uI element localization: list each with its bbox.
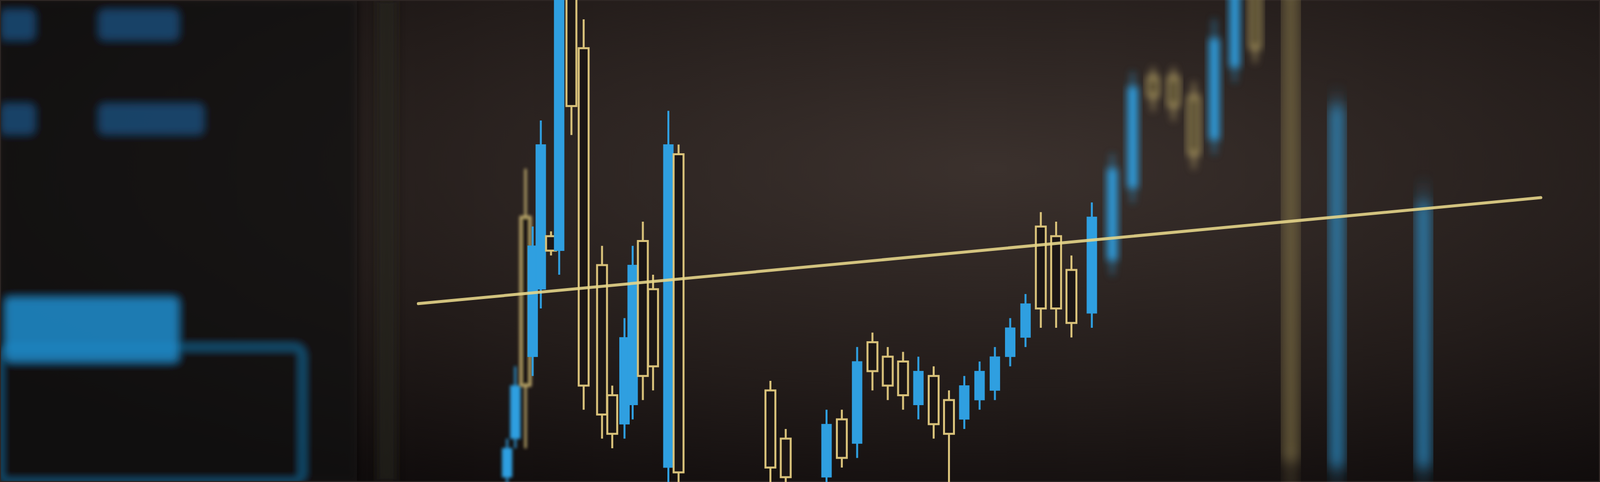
candle-body <box>1285 0 1296 458</box>
candle-body <box>1168 77 1179 107</box>
candle-body <box>673 154 684 473</box>
candle-body <box>1035 226 1046 309</box>
candle-body <box>638 240 649 376</box>
candle-body <box>535 144 546 290</box>
chart <box>0 0 1600 482</box>
candle-body <box>867 342 878 371</box>
candle <box>765 380 776 482</box>
candle <box>1051 221 1062 328</box>
candle-body <box>663 144 674 468</box>
candle-body <box>852 361 863 444</box>
candle-body <box>882 356 893 386</box>
candle-body <box>974 370 985 400</box>
candle-body <box>502 448 513 477</box>
candle <box>974 361 985 410</box>
candle <box>1066 255 1077 338</box>
candle-body <box>1209 38 1220 140</box>
candle <box>821 409 832 482</box>
candle-body <box>821 423 832 477</box>
candle <box>959 375 970 429</box>
candle <box>928 366 939 439</box>
candle-body <box>1066 269 1077 323</box>
candle-body <box>836 419 847 459</box>
candle-body <box>897 361 908 396</box>
side-panel <box>0 0 397 482</box>
candle <box>867 332 878 391</box>
candle-body <box>1020 303 1031 338</box>
plot-frame <box>0 0 1600 482</box>
candle <box>897 352 908 411</box>
candle <box>882 347 893 401</box>
candle-body <box>990 356 1001 391</box>
candle <box>510 366 521 449</box>
candle-body <box>1051 236 1062 309</box>
candle <box>663 111 674 482</box>
candle-body <box>648 289 658 367</box>
candle <box>1331 91 1342 482</box>
trend-line <box>418 197 1541 304</box>
background <box>0 0 1600 482</box>
candle <box>1285 0 1296 482</box>
candle-body <box>1086 216 1097 313</box>
candle <box>1209 19 1220 155</box>
candle <box>554 0 565 275</box>
candle <box>596 245 607 439</box>
candle-body <box>1249 0 1260 49</box>
candle-body <box>765 390 776 468</box>
candle <box>780 428 791 482</box>
candles <box>418 0 1541 482</box>
candle <box>566 0 577 135</box>
candle <box>1107 154 1118 275</box>
candle-body <box>1005 327 1015 357</box>
candle <box>535 120 546 309</box>
candle <box>1127 72 1138 203</box>
candle <box>607 385 618 449</box>
candle-body <box>780 438 791 478</box>
candle <box>944 390 954 482</box>
candle-body <box>1229 0 1240 68</box>
candle <box>852 347 863 459</box>
candle <box>1229 0 1240 82</box>
candle-body <box>1127 86 1138 188</box>
candle-body <box>578 48 589 386</box>
candle <box>913 356 924 419</box>
candle <box>1168 67 1179 121</box>
candle-body <box>928 375 939 424</box>
candle <box>836 409 847 468</box>
candle-body <box>1148 77 1159 97</box>
candle-body <box>554 0 565 251</box>
candle <box>990 347 1001 401</box>
candle <box>502 438 513 482</box>
candle <box>578 19 589 410</box>
candle <box>1249 0 1260 63</box>
candle-body <box>913 370 924 405</box>
candle <box>1188 81 1199 169</box>
candle-body <box>959 385 970 420</box>
candle <box>627 245 638 420</box>
candle <box>638 221 649 401</box>
candle <box>1035 212 1046 328</box>
candle-body <box>1188 96 1199 155</box>
candle <box>673 144 684 482</box>
candle-body <box>1331 106 1342 468</box>
candle-body <box>627 265 638 406</box>
candle-body <box>607 395 618 434</box>
candle <box>648 274 658 391</box>
candle-body <box>510 385 521 439</box>
candle <box>1020 294 1031 348</box>
candle-body <box>1107 168 1118 261</box>
candle <box>1086 202 1097 328</box>
candle <box>1005 318 1015 367</box>
candle-body <box>944 400 954 434</box>
candle <box>1418 182 1429 482</box>
candle-body <box>1418 202 1429 468</box>
candle <box>1148 67 1159 111</box>
candle-body <box>566 0 577 107</box>
